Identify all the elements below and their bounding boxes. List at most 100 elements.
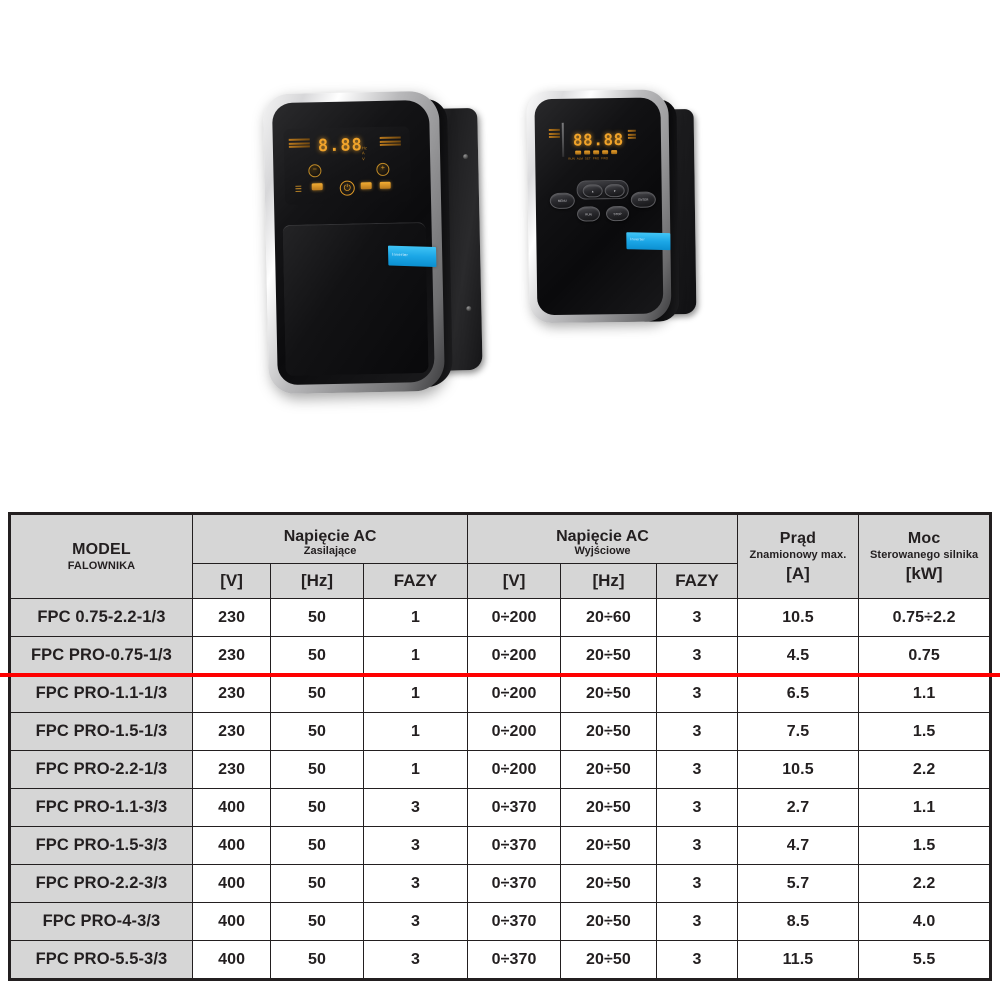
menu-button[interactable]: MENU [549,192,575,210]
stop-button-label: STOP [613,211,622,216]
cell-current: 6.5 [736,674,860,713]
brand-label: Inverter [387,245,437,268]
unit-header-supply-frequency: [Hz] [270,563,364,599]
status-led [575,150,582,155]
function-key-3[interactable] [379,181,391,189]
function-key-2[interactable] [360,182,372,190]
legend-right [379,136,401,148]
cell-supply-phases: 1 [362,750,469,789]
down-button[interactable]: ▼ [604,183,625,198]
cell-output-voltage: 0÷370 [467,902,561,941]
power-icon[interactable]: ⏻ [339,180,355,196]
cell-output-voltage: 0÷370 [467,826,561,865]
cell-power: 1.5 [858,826,991,865]
cell-power: 0.75÷2.2 [858,598,991,637]
cell-current: 11.5 [736,940,860,980]
table-row: FPC PRO-1.1-1/3 230 50 1 0÷200 20÷50 3 6.5 1.1 [9,674,991,713]
brand-label-text: Inverter [630,237,645,242]
cell-power: 2.2 [858,750,991,789]
legend-right [627,129,636,141]
seven-segment-display: 88.88 [572,129,624,150]
enclosure-body: 8.88 Hz A V − + ☰ ⏻ [262,90,446,395]
enclosure-body: 88.88 RUN ALM SET PRG [526,89,672,324]
cell-supply-phases: 3 [362,902,469,941]
cell-output-voltage: 0÷200 [467,636,561,675]
cell-output-frequency: 20÷50 [559,750,658,789]
function-key-1[interactable] [311,183,323,191]
plus-circle-icon[interactable]: + [376,162,390,177]
cell-output-voltage: 0÷200 [467,674,561,713]
cell-output-phases: 3 [656,636,738,675]
down-button-label: ▼ [613,188,617,193]
cell-output-voltage: 0÷200 [467,750,561,789]
specification-table-container: MODEL FALOWNIKA Napięcie AC Zasilające N… [0,512,1000,981]
table-header: MODEL FALOWNIKA Napięcie AC Zasilające N… [9,513,991,599]
table-row: FPC PRO-1.1-3/3 400 50 3 0÷370 20÷50 3 2.7 1.1 [9,788,991,827]
cell-power: 0.75 [858,636,991,675]
model-header-sub: FALOWNIKA [67,559,136,572]
cell-supply-phases: 3 [362,826,469,865]
cell-model: FPC PRO-2.2-1/3 [9,750,193,789]
cell-current: 10.5 [736,598,860,637]
menu-button-label: MENU [557,198,567,203]
cell-supply-frequency: 50 [270,598,364,637]
cell-supply-phases: 1 [362,598,469,637]
led-label: PRG [592,156,600,161]
up-button-label: ▲ [591,188,595,193]
cell-model: FPC PRO-5.5-3/3 [9,940,193,980]
column-header-power: Moc Sterowanego silnika [kW] [858,513,991,599]
table-row: FPC PRO-5.5-3/3 400 50 3 0÷370 20÷50 3 11.5 5.5 [9,940,991,980]
cell-supply-voltage: 400 [191,864,272,903]
cell-supply-voltage: 400 [191,826,272,865]
cell-current: 5.7 [736,864,860,903]
legend-left [548,128,560,140]
product-photo-area: 8.88 Hz A V − + ☰ ⏻ [259,87,723,405]
column-group-supply-voltage: Napięcie AC Zasilające [191,513,469,564]
cell-output-frequency: 20÷50 [559,788,658,827]
power-header-sub: Sterowanego silnika [870,548,979,561]
cell-output-phases: 3 [656,864,738,903]
table-row: FPC PRO-1.5-3/3 400 50 3 0÷370 20÷50 3 4.7 1.5 [9,826,991,865]
run-button[interactable]: RUN [576,206,601,222]
product-image-unit-two: 88.88 RUN ALM SET PRG [520,87,723,340]
product-image-unit-one: 8.88 Hz A V − + ☰ ⏻ [259,90,497,405]
table-row: FPC PRO-4-3/3 400 50 3 0÷370 20÷50 3 8.5 4.0 [9,902,991,941]
cell-model: FPC PRO-1.1-1/3 [9,674,193,713]
cell-output-frequency: 20÷50 [559,826,658,865]
cell-output-phases: 3 [656,940,738,980]
enter-button[interactable]: ENTER [630,191,656,208]
cell-output-frequency: 20÷50 [559,674,658,713]
up-button[interactable]: ▲ [582,184,603,198]
cell-output-voltage: 0÷370 [467,788,561,827]
cell-supply-voltage: 230 [191,712,272,751]
table-header-units-row: [V] [Hz] FAZY [V] [Hz] FAZY [10,563,991,599]
cell-model: FPC PRO-0.75-1/3 [9,636,193,675]
cell-supply-frequency: 50 [270,826,364,865]
column-header-current: Prąd Znamionowy max. [A] [736,513,860,599]
current-header-sub: Znamionowy max. [749,548,847,561]
unit-header-output-voltage: [V] [467,563,561,599]
output-group-sub: Wyjściowe [574,545,631,558]
cell-output-voltage: 0÷370 [467,864,561,903]
table-row: FPC PRO-2.2-3/3 400 50 3 0÷370 20÷50 3 5.7 2.2 [9,864,991,903]
table-row: FPC PRO-0.75-1/3 230 50 1 0÷200 20÷50 3 4.5 0.75 [9,636,991,675]
stop-button[interactable]: STOP [605,205,630,222]
brand-label: Inverter [626,232,671,251]
cell-power: 1.1 [858,674,991,713]
cell-supply-frequency: 50 [270,788,364,827]
cell-supply-voltage: 400 [191,788,272,827]
row-highlight-divider [0,672,1000,677]
table-header-row: MODEL FALOWNIKA Napięcie AC Zasilające N… [9,513,991,599]
cell-supply-frequency: 50 [270,902,364,941]
cell-current: 10.5 [736,750,860,789]
current-header-unit: [A] [786,564,810,584]
cell-power: 1.1 [858,788,991,827]
minus-circle-icon[interactable]: − [308,164,322,178]
table-row: FPC PRO-2.2-1/3 230 50 1 0÷200 20÷50 3 10.5 2.2 [9,750,991,789]
status-led [593,150,600,154]
cell-output-frequency: 20÷50 [559,864,658,903]
cell-supply-voltage: 230 [191,750,272,789]
cell-output-voltage: 0÷370 [467,940,561,980]
status-led [611,150,618,154]
column-group-output-voltage: Napięcie AC Wyjściowe [467,513,738,564]
